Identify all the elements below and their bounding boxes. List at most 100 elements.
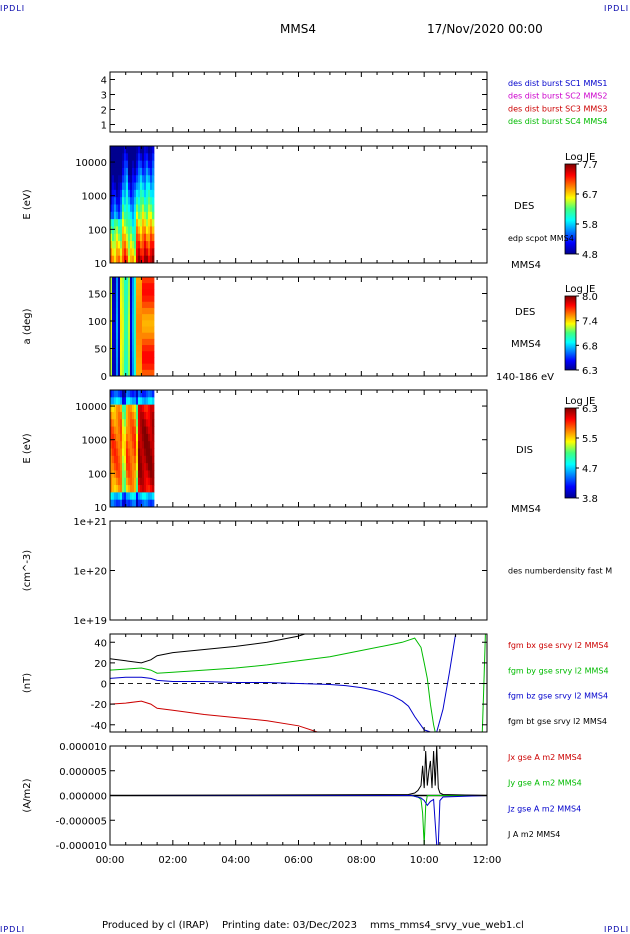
des_energy-heatmap-cell [149, 248, 153, 257]
dis_energy-heatmap-cell [122, 390, 125, 398]
dis_energy-heatmap-cell [129, 492, 133, 501]
des_energy-heatmap-cell [133, 219, 137, 227]
des_energy-heatmap-cell [141, 197, 145, 205]
des_energy-heatmap-cell [112, 255, 115, 264]
des_pitch-heatmap-cell [137, 314, 141, 321]
des_energy-heatmap-cell [141, 226, 145, 235]
dis_energy-heatmap-cell [127, 426, 131, 435]
des_energy-heatmap-cell [143, 255, 147, 264]
dis_energy-heatmap-cell [143, 455, 147, 464]
dis_energy-heatmap-cell [112, 441, 115, 449]
dis_energy-heatmap-cell [127, 470, 131, 479]
des_pitch-heatmap-cell [118, 301, 121, 309]
des_pitch-heatmap-cell [125, 326, 129, 334]
des_energy-heatmap-cell [145, 211, 149, 220]
dis_energy-heatmap-cell [131, 419, 135, 427]
des_pitch-heatmap-cell [145, 307, 149, 315]
des_energy-heatmap-cell [141, 248, 145, 257]
des_pitch-heatmap-cell [135, 295, 139, 303]
dis_energy-heatmap-cell [149, 411, 153, 420]
dis_energy-heatmap-cell [122, 419, 125, 427]
dis_energy-heatmap-cell [139, 419, 143, 427]
des_pitch-heatmap-cell [129, 277, 133, 284]
dis_energy-heatmap-cell [139, 397, 143, 406]
des_energy-heatmap-cell [137, 175, 141, 183]
des_energy-heatmap-cell [139, 197, 143, 205]
des_energy-heatmap-cell [120, 189, 123, 198]
des_pitch-heatmap-cell [145, 369, 149, 377]
des_pitch-heatmap-cell [151, 357, 155, 365]
des_energy-side-label: MMS4 [511, 260, 541, 271]
dis_energy-heatmap-cell [147, 470, 151, 479]
des_energy-heatmap-cell [114, 219, 117, 227]
des_energy-heatmap-cell [151, 197, 155, 205]
dis_energy-heatmap-cell [141, 397, 145, 406]
dis_energy-heatmap-cell [141, 477, 145, 486]
dis_energy-heatmap-cell [114, 390, 117, 398]
des_pitch-heatmap-cell [125, 332, 129, 340]
dis_energy-heatmap-cell [122, 448, 125, 457]
des_energy-heatmap-cell [135, 219, 139, 227]
des_pitch-heatmap-cell [149, 314, 153, 321]
des_pitch-heatmap-cell [141, 295, 145, 303]
des_energy-heatmap-cell [114, 204, 117, 213]
dis_energy-heatmap-cell [143, 404, 147, 413]
dis_energy-heatmap-cell [143, 492, 147, 501]
des_energy-heatmap-cell [123, 167, 127, 176]
current-legend-entry: J A m2 MMS4 [507, 830, 560, 839]
des_pitch-heatmap-cell [135, 345, 139, 352]
des_pitch-heatmap-cell [116, 326, 119, 334]
dis_energy-heatmap-cell [141, 419, 145, 427]
dis_energy-heatmap-cell [131, 433, 135, 442]
des_pitch-heatmap-cell [143, 277, 147, 284]
des_pitch-heatmap-cell [145, 283, 149, 290]
des_pitch-heatmap-cell [129, 345, 133, 352]
des_energy-heatmap-cell [112, 226, 115, 235]
des_energy-heatmap-cell [135, 211, 139, 220]
dis_energy-heatmap-cell [120, 448, 123, 457]
dis_energy-heatmap-cell [112, 499, 115, 508]
dis_energy-heatmap-cell [112, 411, 115, 420]
des_pitch-heatmap-cell [125, 301, 129, 309]
des_pitch-heatmap-cell [149, 338, 153, 346]
des_energy-heatmap-cell [145, 175, 149, 183]
dis_energy-heatmap-cell [123, 448, 127, 457]
dis_energy-heatmap-cell [118, 441, 121, 449]
des_pitch-heatmap-cell [141, 345, 145, 352]
dis_energy-heatmap-cell [145, 411, 149, 420]
dis_energy-heatmap-cell [118, 477, 121, 486]
dis_energy-heatmap-cell [131, 477, 135, 486]
des_energy-heatmap-cell [147, 153, 151, 162]
dis_energy-heatmap-cell [147, 390, 151, 398]
des_pitch-heatmap-cell [114, 332, 117, 340]
des_energy-heatmap-cell [137, 189, 141, 198]
des_energy-heatmap-cell [149, 197, 153, 205]
des_energy-heatmap-cell [149, 153, 153, 162]
des_pitch-heatmap-cell [151, 289, 155, 296]
des_pitch-heatmap-cell [110, 301, 113, 309]
dis_energy-heatmap-cell [141, 470, 145, 479]
des_energy-heatmap-cell [149, 211, 153, 220]
des_pitch-heatmap-cell [112, 277, 115, 284]
dis_energy-heatmap-cell [133, 470, 137, 479]
des_pitch-heatmap-cell [110, 332, 113, 340]
des_pitch-heatmap-cell [127, 277, 131, 284]
des_pitch-heatmap-cell [141, 351, 145, 358]
des_energy-heatmap-cell [129, 241, 133, 249]
dis_energy-heatmap-cell [143, 419, 147, 427]
dis_energy-heatmap-cell [143, 499, 147, 508]
dis_energy-heatmap-cell [133, 433, 137, 442]
dis_energy-heatmap-cell [116, 492, 119, 501]
dis_energy-heatmap-cell [131, 390, 135, 398]
corner-label-top-right: IPDLI [604, 4, 630, 13]
current-ytick-label: 0.000000 [59, 792, 107, 803]
des_energy-heatmap-cell [141, 175, 145, 183]
dis_energy-heatmap-cell [118, 404, 121, 413]
des_energy-heatmap-cell [147, 219, 151, 227]
dis_energy-heatmap-cell [118, 397, 121, 406]
dis_energy-heatmap-cell [135, 470, 139, 479]
dis_energy-heatmap-cell [149, 499, 153, 508]
des_energy-heatmap-cell [151, 160, 155, 169]
dis_energy-heatmap-cell [131, 448, 135, 457]
des_energy-heatmap-cell [120, 226, 123, 235]
